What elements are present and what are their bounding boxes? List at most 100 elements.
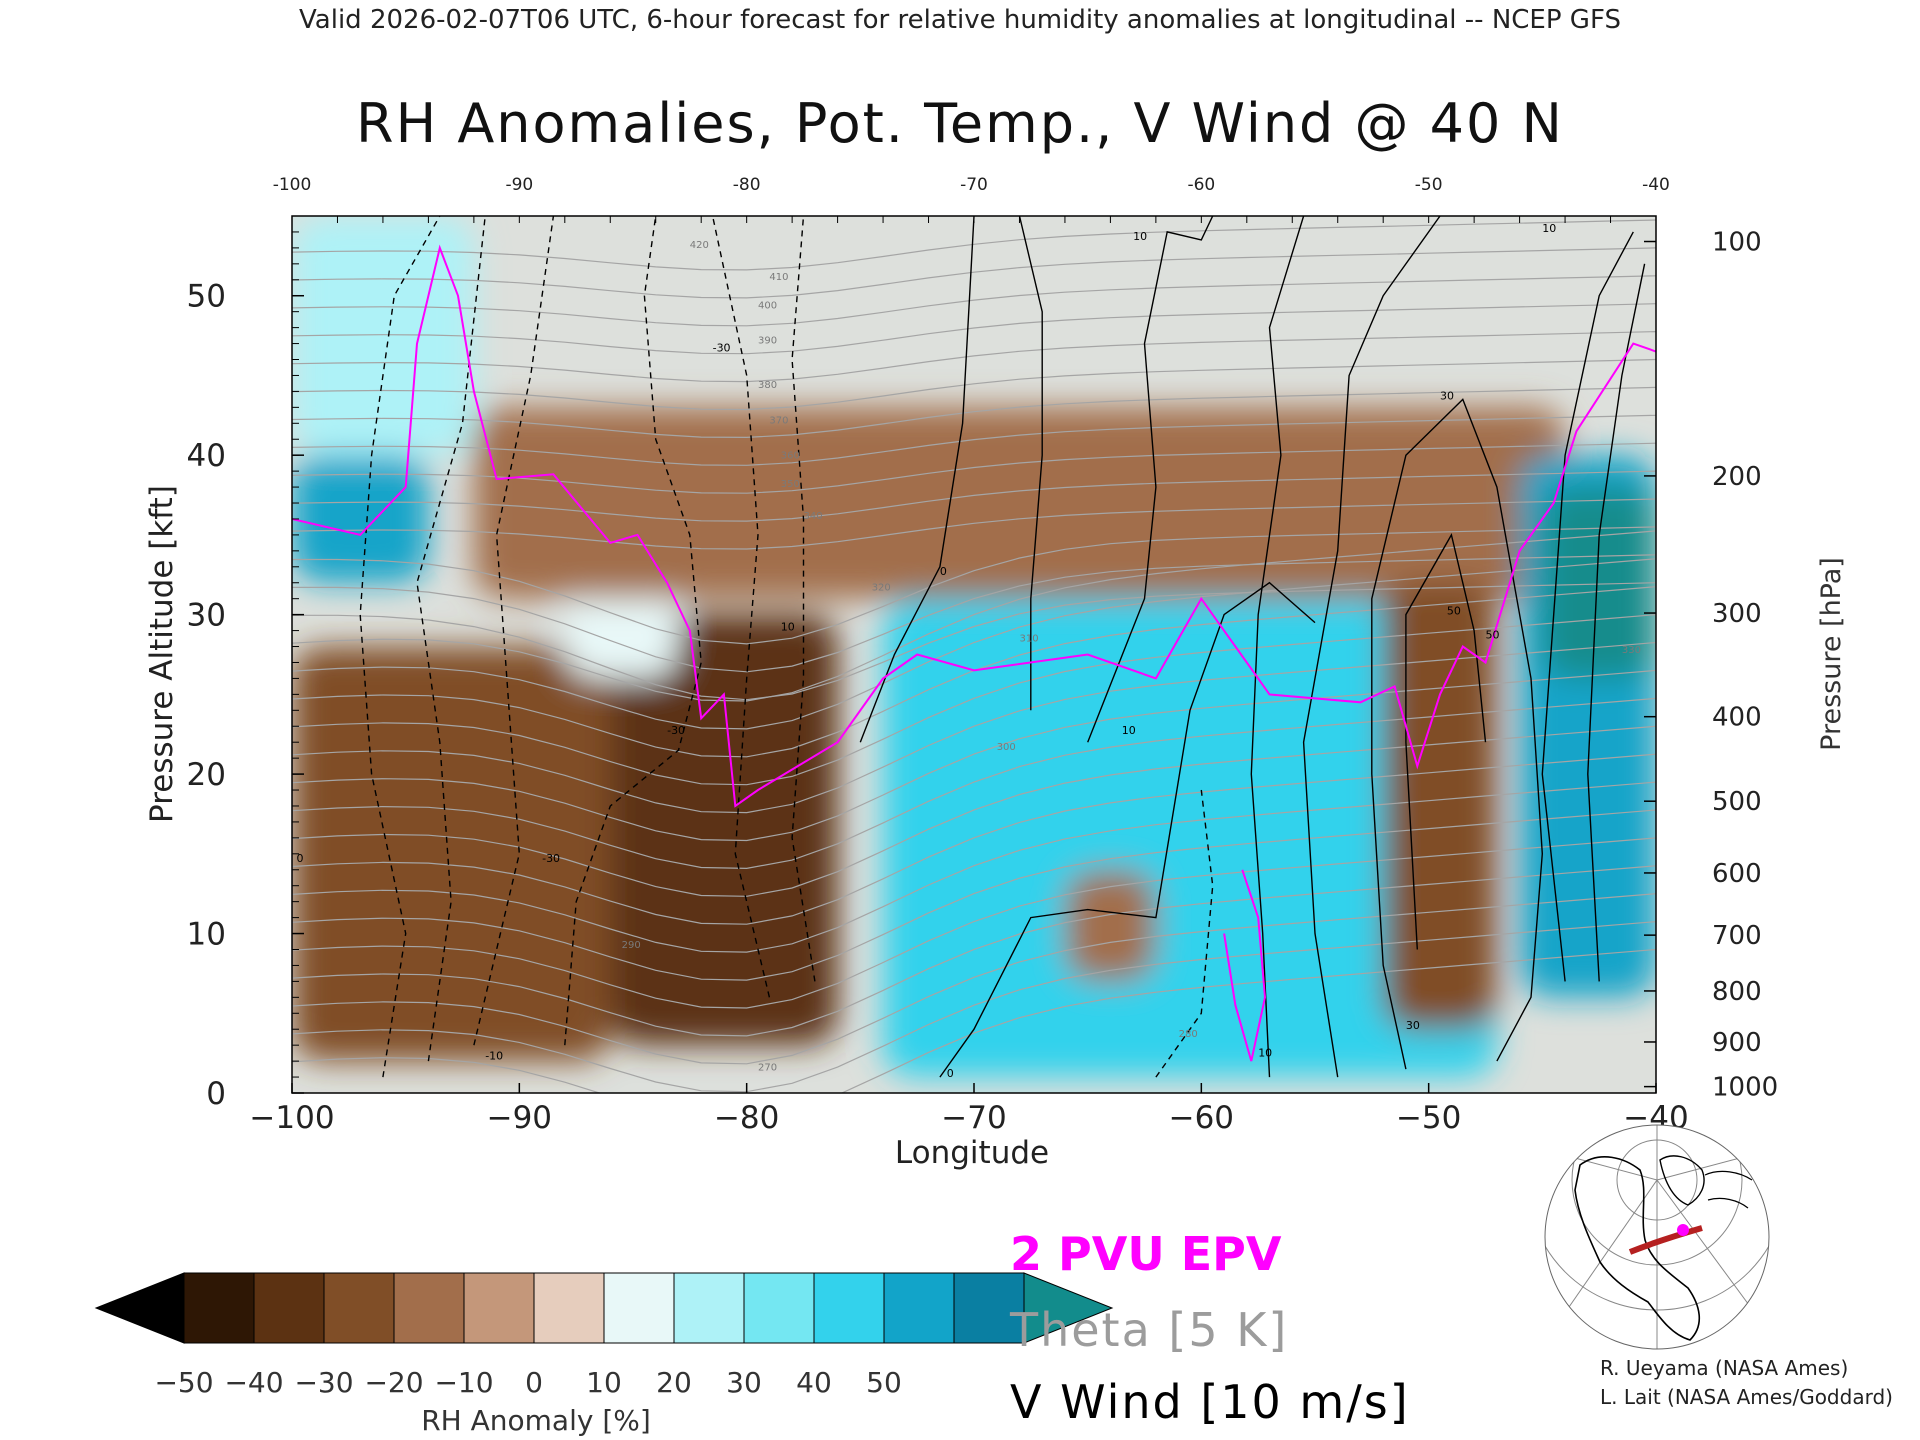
vwind-negative-contour-2 xyxy=(473,216,555,1046)
vwind-label: 10 xyxy=(781,621,795,634)
vwind-negative-contour-1 xyxy=(416,216,486,1062)
theta-contour-29 xyxy=(292,219,1656,271)
plot-area: 2702903003103203303403503603703803904004… xyxy=(187,175,1779,1136)
theta-contour-27 xyxy=(292,275,1656,327)
top-tick-label: -90 xyxy=(505,175,533,195)
theta-contours xyxy=(292,219,1656,1093)
vwind-positive-contour-0 xyxy=(939,581,1316,1078)
colorbar-segment xyxy=(673,1272,745,1344)
colorbar-segment xyxy=(463,1272,535,1344)
top-tick-label: -100 xyxy=(273,175,312,195)
vwind-label: 50 xyxy=(1486,629,1500,642)
theta-label: 320 xyxy=(872,583,891,594)
vwind-positive-contour-1 xyxy=(859,216,975,743)
theta-contour-1 xyxy=(292,921,1656,1093)
vwind-label: 0 xyxy=(940,565,947,578)
colorbar-tick-label: 0 xyxy=(525,1366,543,1399)
colorbar-high-arrow xyxy=(1023,1272,1114,1344)
theta-contour-22 xyxy=(292,414,1656,466)
colorbar-tick-label: −30 xyxy=(294,1366,353,1399)
pressure-tick-label: 1000 xyxy=(1712,1073,1778,1103)
theta-contour-25 xyxy=(292,331,1656,383)
vwind-label: -30 xyxy=(667,724,685,737)
y-axis-label-left: Pressure Altitude [kft] xyxy=(144,485,180,823)
pressure-tick-label: 800 xyxy=(1712,977,1762,1007)
vwind-positive-contour-8 xyxy=(1541,231,1634,982)
locator-map-icon xyxy=(1544,1124,1770,1350)
pressure-tick-label: 900 xyxy=(1712,1028,1762,1058)
colorbar-tick-label: 50 xyxy=(866,1366,902,1399)
vwind-label: 50 xyxy=(1447,605,1461,618)
vwind-label: 10 xyxy=(1122,724,1136,737)
theta-contour-15 xyxy=(292,530,1656,702)
theta-contour-7 xyxy=(292,753,1656,925)
colorbar-segment xyxy=(953,1272,1025,1344)
vwind-label: 30 xyxy=(1440,389,1454,402)
theta-contour-0 xyxy=(292,948,1656,1093)
legend-theta: Theta [5 K] xyxy=(1009,1303,1288,1357)
top-tick-label: -60 xyxy=(1187,175,1215,195)
theta-contour-14 xyxy=(292,558,1656,730)
top-tick-label: -70 xyxy=(960,175,988,195)
vwind-label: 0 xyxy=(947,1067,954,1080)
vwind-negative-contour-0 xyxy=(359,216,441,1078)
theta-label: 300 xyxy=(997,742,1016,753)
vwind-label: 10 xyxy=(1258,1046,1272,1059)
y-tick-label: 0 xyxy=(206,1076,226,1112)
theta-contour-9 xyxy=(292,697,1656,870)
theta-label: 310 xyxy=(1020,634,1039,645)
rh-region-10 xyxy=(1542,487,1656,679)
x-tick-label: −70 xyxy=(941,1100,1006,1136)
theta-contour-18 xyxy=(292,526,1656,645)
rh-region-0 xyxy=(292,455,429,583)
vwind-positive-contour-6 xyxy=(1371,398,1544,1070)
vwind-positive-contour-7 xyxy=(1405,533,1487,950)
vwind-positive-contour-4 xyxy=(1250,216,1305,1078)
colorbar-tick-label: 30 xyxy=(726,1366,762,1399)
x-axis-label: Longitude xyxy=(895,1135,1049,1171)
y-tick-label: 20 xyxy=(187,757,226,793)
vwind-label: 10 xyxy=(1133,230,1147,243)
pressure-tick-label: 100 xyxy=(1712,228,1762,258)
vwind-negative-contour-5 xyxy=(791,216,816,982)
vwind-label: -30 xyxy=(713,342,731,355)
top-tick-label: -40 xyxy=(1642,175,1670,195)
x-tick-label: −90 xyxy=(487,1100,552,1136)
vwind-negative-contour-3 xyxy=(564,216,702,1046)
theta-label: 350 xyxy=(781,479,800,490)
colorbar: −50 −40 −30 −20 −10 0 10 20 30 40 50 xyxy=(94,1272,1114,1399)
theta-contour-10 xyxy=(292,669,1656,842)
colorbar-segment xyxy=(603,1272,675,1344)
theta-contour-24 xyxy=(292,358,1656,411)
vwind-label: 30 xyxy=(1406,1019,1420,1032)
contour-labels: 2702903003103203303403503603703803904004… xyxy=(297,222,1641,1080)
pvu-line-lower xyxy=(1223,869,1267,1062)
colorbar-segment xyxy=(253,1272,325,1344)
theta-label: 380 xyxy=(758,380,777,391)
rh-anomaly-field xyxy=(292,216,1656,1078)
vwind-negative-contour-6 xyxy=(1155,789,1214,1078)
colorbar-segment xyxy=(883,1272,955,1344)
colorbar-segment xyxy=(533,1272,605,1344)
pressure-tick-label: 300 xyxy=(1712,599,1762,629)
rh-region-8 xyxy=(1383,582,1497,1030)
pressure-tick-label: 500 xyxy=(1712,787,1762,817)
theta-label: 340 xyxy=(804,511,823,522)
theta-label: 420 xyxy=(690,240,709,251)
credit-line-1: R. Ueyama (NASA Ames) xyxy=(1600,1356,1848,1380)
vwind-label: 0 xyxy=(297,852,304,865)
theta-contour-2 xyxy=(292,893,1656,1065)
vwind-positive-contour-2 xyxy=(1018,216,1043,711)
rh-region-5 xyxy=(473,407,1566,599)
axis-ticks: −100-100−90-90−80-80−70-70−60-60−50-50−4… xyxy=(187,175,1779,1136)
colorbar-tick-label: 20 xyxy=(656,1366,692,1399)
vwind-positive-contour-9 xyxy=(1587,263,1646,982)
theta-contour-12 xyxy=(292,614,1656,786)
theta-label: 330 xyxy=(1622,645,1641,656)
rh-region-7 xyxy=(1064,869,1156,982)
pressure-tick-label: 200 xyxy=(1712,462,1762,492)
theta-label: 370 xyxy=(769,415,788,426)
colorbar-tick-label: 40 xyxy=(796,1366,832,1399)
vwind-positive-contour-5 xyxy=(1302,216,1441,1078)
vwind-negative-contour-4 xyxy=(711,216,771,998)
